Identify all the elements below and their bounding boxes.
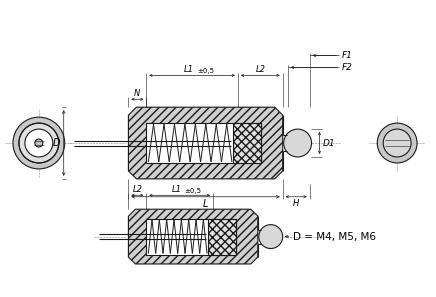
Text: ±0,5: ±0,5 [185, 188, 202, 194]
Polygon shape [146, 123, 261, 163]
Circle shape [13, 117, 65, 169]
Polygon shape [129, 107, 283, 179]
Polygon shape [129, 209, 258, 264]
Circle shape [383, 129, 411, 157]
Text: L: L [203, 199, 208, 209]
Text: L2: L2 [133, 185, 143, 194]
Circle shape [35, 139, 43, 147]
Circle shape [377, 123, 417, 163]
Circle shape [284, 129, 312, 157]
Text: L1: L1 [184, 65, 194, 74]
Circle shape [19, 123, 59, 163]
Text: F1: F1 [341, 51, 352, 60]
Text: D1: D1 [323, 138, 335, 148]
Text: ±0,5: ±0,5 [197, 68, 214, 74]
Polygon shape [146, 219, 236, 255]
Polygon shape [233, 123, 261, 163]
Circle shape [25, 129, 53, 157]
Text: L1: L1 [172, 185, 182, 194]
Text: F2: F2 [341, 63, 352, 72]
Polygon shape [208, 219, 236, 255]
Text: N: N [134, 89, 140, 98]
Text: D = M4, M5, M6: D = M4, M5, M6 [293, 232, 376, 241]
Text: L2: L2 [255, 65, 265, 74]
Text: D: D [52, 138, 60, 148]
Circle shape [259, 225, 283, 249]
Text: H: H [293, 199, 299, 208]
